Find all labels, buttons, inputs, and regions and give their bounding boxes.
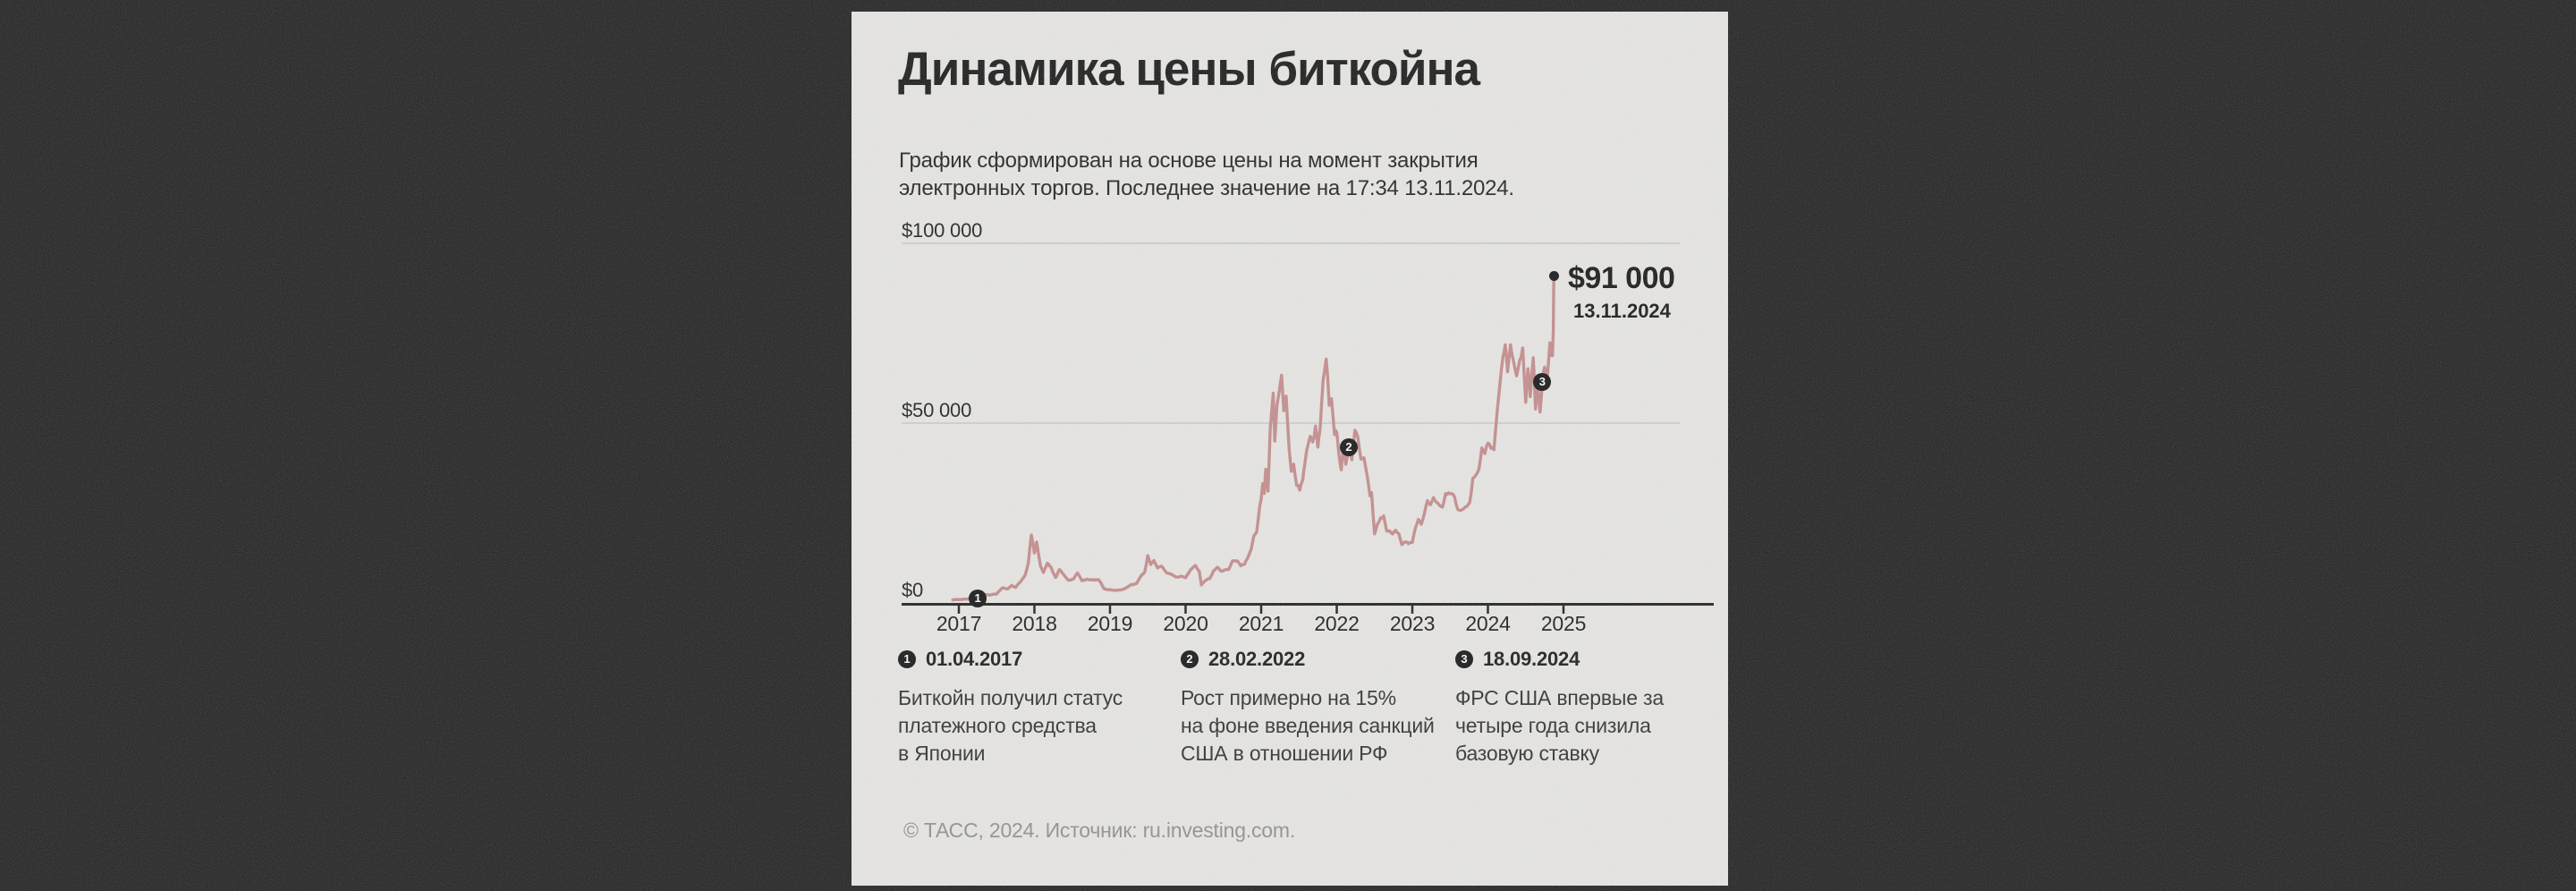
copyright-source-note: © ТАСС, 2024. Источник: ru.investing.com… [903,819,1296,842]
latest-price-date: 13.11.2024 [1573,300,1671,322]
x-axis-label-2019: 2019 [1087,612,1133,635]
latest-price-value: $91 000 [1568,261,1675,295]
legend-item-3-header: 3 18.09.2024 [1455,648,1724,670]
legend-date-1: 01.04.2017 [926,648,1023,670]
legend-text-2-line-1: Рост примерно на 15% [1181,686,1396,709]
x-axis-label-2025: 2025 [1540,612,1587,635]
x-axis-label-2017: 2017 [936,612,982,635]
y-axis-label-100000: $100 000 [902,219,983,242]
latest-price-annotation: $91 000 13.11.2024 [1568,261,1675,323]
legend-number-badge-1: 1 [898,650,916,668]
legend-item-1: 1 01.04.2017 Биткойн получил статус плат… [898,648,1166,768]
legend-text-2-line-3: США в отношении РФ [1181,742,1388,765]
legend-text-2: Рост примерно на 15% на фоне введения са… [1181,684,1449,768]
latest-price-dot [1548,270,1559,281]
legend-text-3-line-1: ФРС США впервые за [1455,686,1664,709]
legend-date-2: 28.02.2022 [1208,648,1306,670]
legend-text-1-line-3: в Японии [898,742,986,765]
legend-text-1-line-1: Биткойн получил статус [898,686,1123,709]
legend-number-badge-2: 2 [1181,650,1199,668]
legend-item-2-header: 2 28.02.2022 [1181,648,1449,670]
legend-item-2: 2 28.02.2022 Рост примерно на 15% на фон… [1181,648,1449,768]
x-axis-label-2020: 2020 [1163,612,1208,635]
chart-event-marker-3: 3 [1533,372,1552,391]
x-axis-label-2018: 2018 [1012,612,1057,635]
legend-text-3: ФРС США впервые за четыре года снизила б… [1455,684,1724,768]
legend-number-badge-3: 3 [1455,650,1473,668]
x-axis-label-2024: 2024 [1465,612,1511,635]
infographic-card: Динамика цены биткойна График сформирова… [852,12,1728,886]
y-axis-label-0: $0 [902,579,924,601]
legend-text-1: Биткойн получил статус платежного средст… [898,684,1166,768]
legend-text-3-line-2: четыре года снизила [1455,714,1651,737]
legend-item-3: 3 18.09.2024 ФРС США впервые за четыре г… [1455,648,1724,768]
legend-item-1-header: 1 01.04.2017 [898,648,1166,670]
legend-text-3-line-3: базовую ставку [1455,742,1599,765]
x-axis-label-2023: 2023 [1389,612,1436,635]
y-axis-label-50000: $50 000 [902,399,972,421]
legend-date-3: 18.09.2024 [1483,648,1580,670]
legend-text-1-line-2: платежного средства [898,714,1097,737]
legend-text-2-line-2: на фоне введения санкций [1181,714,1435,737]
x-axis-label-2021: 2021 [1238,612,1284,635]
x-axis-label-2022: 2022 [1314,612,1360,635]
